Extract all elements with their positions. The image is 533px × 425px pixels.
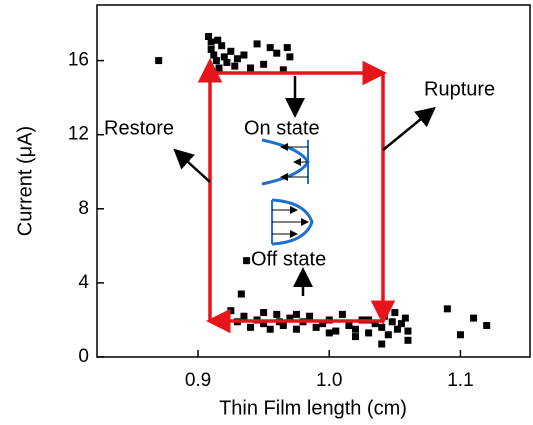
y-tick-label: 8 [78,198,89,219]
data-point [312,323,320,331]
data-point [223,58,231,66]
data-point [207,45,215,53]
data-point [247,323,255,331]
data-point [351,333,359,341]
cycle-loop [197,58,396,334]
data-point [365,329,373,337]
data-point [286,53,294,61]
x-tick-label: 1.1 [447,370,473,391]
annotation: Off state [251,248,326,270]
data-point [338,310,346,318]
data-point [401,314,409,322]
data-point [247,64,255,72]
data-point [283,44,291,52]
data-point [393,325,401,333]
data-point [231,62,239,70]
data-point [286,314,294,322]
y-tick-label: 4 [78,272,89,293]
data-point [212,57,220,65]
data-point [233,55,241,63]
data-point [273,49,281,57]
x-axis-label: Thin Film length (cm) [219,397,407,419]
data-point [260,320,268,328]
annotation: Restore [104,117,174,139]
data-point [391,309,399,317]
data-point [240,312,248,320]
data-point [319,320,327,328]
y-tick-label: 12 [68,124,89,145]
data-point [292,310,300,318]
data-point [266,325,274,333]
y-tick-label: 16 [68,50,89,71]
data-point [306,312,314,320]
data-point [332,327,340,335]
data-point [266,44,274,52]
plot-frame [96,4,531,358]
x-tick-label: 1.0 [316,370,342,391]
data-point [260,309,268,317]
data-point [215,64,223,72]
data-point [378,340,386,348]
data-point [227,47,235,55]
data-point [218,42,226,50]
x-tick-label: 0.9 [185,370,211,391]
annotation: Rupture [424,78,495,100]
y-tick-label: 0 [78,346,89,367]
data-point [345,322,353,330]
data-point [155,57,163,65]
data-point [384,331,392,339]
annotation: On state [244,117,320,139]
flow-profiles [261,138,314,246]
data-point [470,314,478,322]
data-point [220,53,228,61]
data-point [237,290,245,298]
data-point [292,325,300,333]
y-axis-label: Current (μA) [14,126,36,236]
data-point [253,40,261,48]
data-point [210,51,218,59]
data-point [260,60,268,68]
data-point [243,257,251,265]
data-point [205,32,213,40]
data-point [483,322,491,330]
data-point [404,327,412,335]
data-point [273,310,281,318]
data-point [404,336,412,344]
data-point [279,66,287,74]
data-point [397,320,405,328]
data-point [279,322,287,330]
data-point [325,329,333,337]
data-point [240,51,248,59]
annotation-arrows [173,76,436,296]
data-point [207,38,215,46]
data-point [378,323,386,331]
data-point [351,325,359,333]
data-point [456,331,464,339]
data-point [443,305,451,313]
data-point [214,36,222,44]
data-point [388,318,396,326]
data-point [227,307,235,315]
